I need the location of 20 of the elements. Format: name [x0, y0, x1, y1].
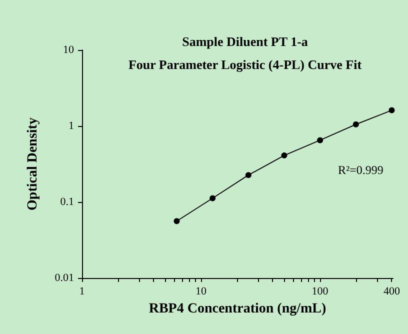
x-tick-label: 400 [383, 286, 400, 298]
x-tick-label: 100 [312, 286, 329, 298]
point [245, 172, 252, 178]
point [388, 107, 395, 114]
text: Four Parameter Logistic (4-PL) Curve Fit [128, 57, 362, 72]
point [317, 137, 324, 144]
x-tick-label: 10 [196, 286, 208, 298]
y-axis-title: Optical Density [26, 118, 40, 210]
point [281, 152, 288, 158]
y-tick-label: 0.01 [54, 272, 74, 284]
annotation: R²=0.999 [338, 163, 384, 177]
y-tick-label: 10 [63, 44, 74, 56]
y-tick-label: 0.1 [60, 196, 74, 208]
y-tick-label: 1 [68, 120, 74, 132]
x-axis-title: RBP4 Concentration (ng/mL) [148, 301, 326, 316]
chart-title: Sample Diluent PT 1-a [182, 34, 308, 49]
point [352, 121, 359, 128]
x-tick-label: 1 [79, 286, 85, 298]
point [174, 218, 180, 224]
point [210, 195, 216, 202]
